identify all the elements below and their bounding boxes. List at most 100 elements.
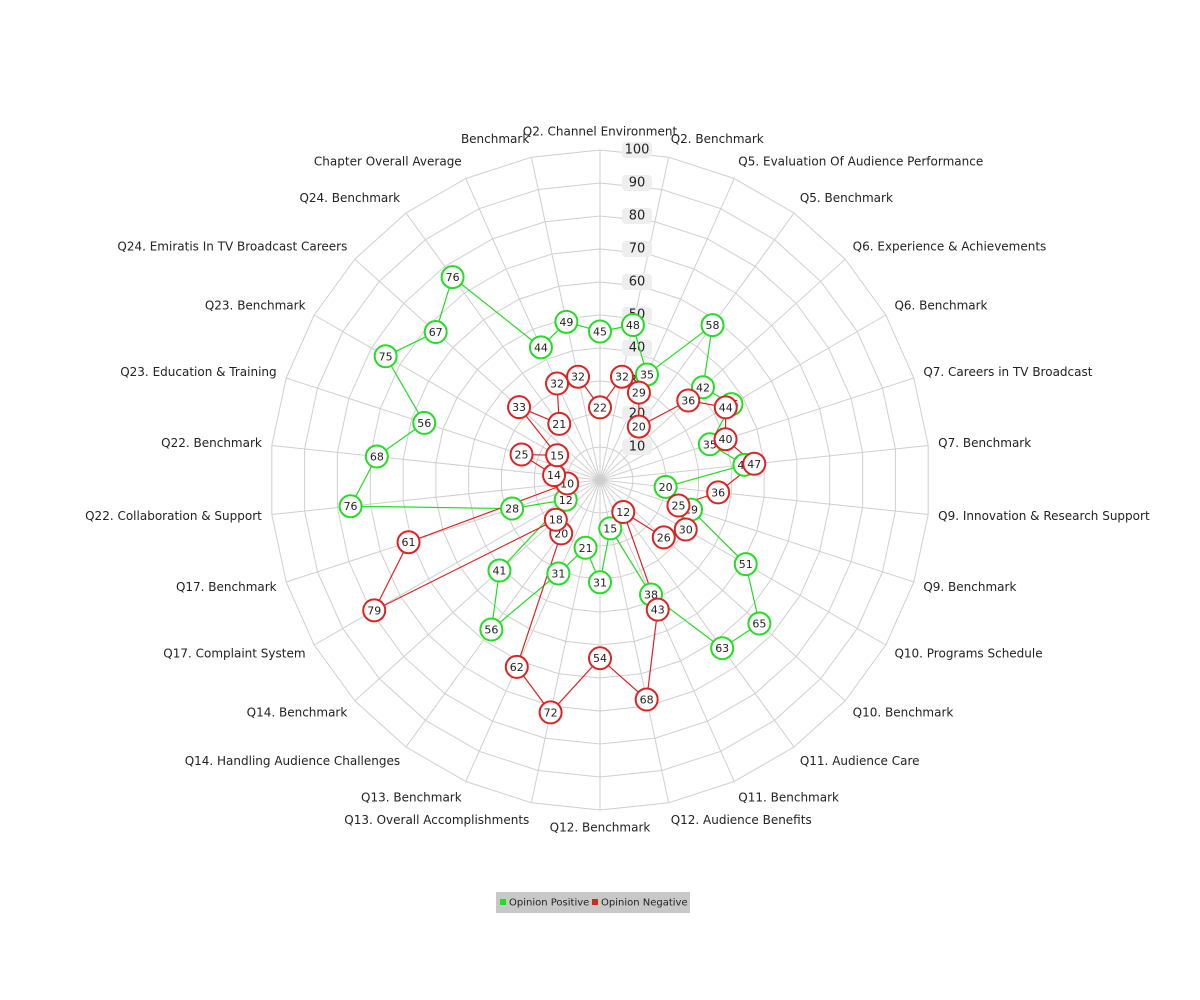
data-point: [364, 444, 389, 469]
tick-label: 90: [629, 176, 646, 191]
data-label: 28: [505, 503, 519, 516]
data-label: 33: [512, 401, 526, 414]
spoke: [465, 479, 601, 782]
data-point: [440, 265, 465, 290]
legend: Opinion Positive Opinion Negative: [500, 898, 688, 909]
tick-label: 10: [629, 440, 646, 455]
spoke: [530, 479, 601, 803]
data-label: 44: [534, 341, 548, 354]
category-label: Benchmark: [461, 132, 529, 146]
category-label: Q10. Benchmark: [853, 705, 954, 719]
category-label: Q14. Handling Audience Challenges: [185, 754, 400, 768]
data-label: 62: [510, 661, 524, 674]
data-label: 12: [616, 506, 630, 519]
data-label: 32: [571, 371, 585, 384]
category-label: Q22. Benchmark: [161, 436, 262, 450]
data-label: 35: [640, 368, 654, 381]
data-label: 54: [593, 652, 607, 665]
data-point: [742, 451, 767, 476]
data-label: 42: [696, 381, 710, 394]
data-label: 47: [747, 458, 761, 471]
spoke: [599, 479, 846, 702]
data-point: [487, 558, 512, 583]
data-point: [566, 364, 591, 389]
data-point: [543, 507, 568, 532]
data-point: [626, 380, 651, 405]
data-label: 43: [651, 604, 665, 617]
category-label: Q24. Emiratis In TV Broadcast Careers: [117, 240, 347, 254]
tick-label: 70: [629, 242, 646, 257]
category-label: Q11. Audience Care: [800, 754, 920, 768]
category-label: Q17. Benchmark: [176, 580, 277, 594]
data-point: [545, 371, 570, 396]
category-label: Q11. Benchmark: [738, 790, 839, 804]
category-label: Q2. Channel Environment: [523, 125, 678, 139]
data-label: 20: [632, 421, 646, 434]
data-point: [645, 597, 670, 622]
spoke: [285, 377, 601, 481]
data-point: [651, 525, 676, 550]
spoke: [599, 479, 795, 748]
data-label: 36: [681, 395, 695, 408]
data-label: 29: [632, 387, 646, 400]
data-label: 65: [752, 618, 766, 631]
data-label: 56: [417, 417, 431, 430]
tick-label-bg: [622, 241, 652, 257]
data-label: 68: [370, 451, 384, 464]
data-label: 41: [492, 565, 506, 578]
tick-label-bg: [622, 274, 652, 290]
category-label: Q5. Benchmark: [800, 191, 893, 205]
data-point: [713, 395, 738, 420]
tick-label: 80: [629, 209, 646, 224]
data-label: 48: [626, 319, 640, 332]
data-label: 26: [657, 531, 671, 544]
data-point: [538, 700, 563, 725]
data-point: [626, 414, 651, 439]
data-point: [673, 517, 698, 542]
tick-label-bg: [622, 439, 652, 455]
data-label: 76: [446, 271, 460, 284]
category-label: Q7. Benchmark: [938, 436, 1031, 450]
data-label: 68: [640, 693, 654, 706]
category-label: Q5. Evaluation Of Audience Performance: [738, 155, 983, 169]
data-point: [545, 443, 570, 468]
data-label: 32: [550, 378, 564, 391]
data-point: [634, 687, 659, 712]
data-label: 18: [549, 514, 563, 527]
data-point: [479, 617, 504, 642]
data-label: 31: [593, 576, 607, 589]
category-label: Q6. Benchmark: [894, 299, 987, 313]
spoke: [354, 258, 601, 481]
category-label: Q17. Complaint System: [163, 647, 305, 661]
data-point: [710, 636, 735, 661]
data-label: 61: [402, 536, 416, 549]
data-label: 30: [679, 524, 693, 537]
data-label: 25: [671, 499, 685, 512]
tick-label-bg: [622, 340, 652, 356]
data-label: 32: [615, 371, 629, 384]
tick-label: 60: [629, 275, 646, 290]
data-point: [653, 474, 678, 499]
data-label: 31: [551, 567, 565, 580]
data-point: [588, 570, 612, 595]
data-point: [733, 552, 758, 577]
data-point: [700, 313, 725, 338]
spoke: [271, 479, 601, 515]
data-label: 15: [550, 449, 564, 462]
data-point: [504, 654, 529, 679]
data-point: [547, 411, 572, 436]
spoke: [405, 212, 601, 481]
data-point: [546, 561, 571, 586]
category-label: Q14. Benchmark: [247, 705, 348, 719]
data-label: 45: [593, 326, 607, 339]
category-label: Q22. Collaboration & Support: [85, 509, 262, 523]
data-point: [528, 335, 553, 360]
tick-label: 100: [625, 143, 650, 158]
data-point: [620, 313, 645, 338]
data-point: [690, 375, 715, 400]
spoke: [599, 479, 735, 782]
data-point: [362, 598, 387, 623]
data-label: 67: [429, 326, 443, 339]
data-label: 15: [603, 522, 617, 535]
data-label: 44: [719, 401, 733, 414]
